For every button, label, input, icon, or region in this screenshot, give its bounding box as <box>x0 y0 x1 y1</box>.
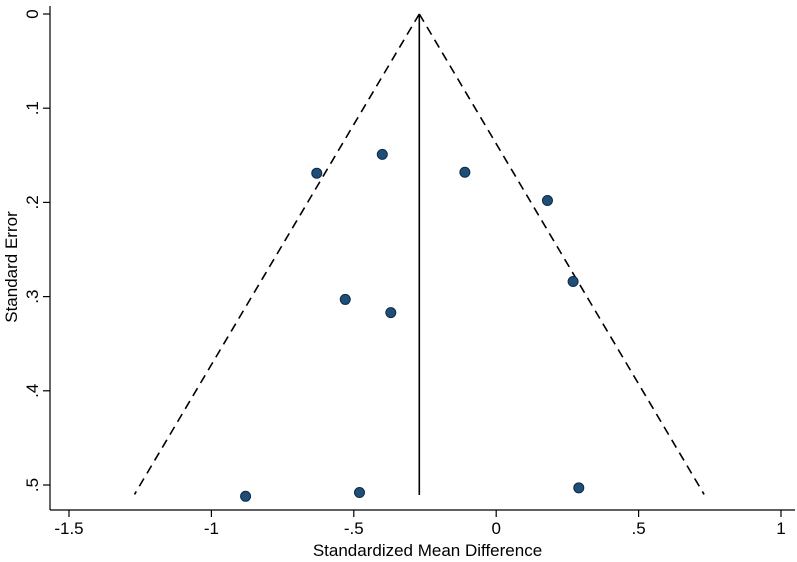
data-point <box>573 482 585 494</box>
funnel-limit-right <box>418 13 705 495</box>
y-tick-label: 0 <box>23 9 42 18</box>
x-tick-label: 0 <box>491 519 500 538</box>
y-tick-label: .1 <box>23 101 42 115</box>
y-tick-label: .4 <box>23 384 42 398</box>
funnel-limit-left <box>133 13 420 495</box>
x-tick-label: .5 <box>632 519 646 538</box>
data-point <box>353 487 365 499</box>
data-point <box>376 148 388 160</box>
funnel-limits <box>133 13 705 495</box>
x-tick-label: -1.5 <box>54 519 83 538</box>
data-point <box>385 307 397 319</box>
data-point <box>541 195 553 207</box>
y-axis-title: Standard Error <box>2 211 21 323</box>
data-point <box>339 293 351 305</box>
y-tick-label: .3 <box>23 290 42 304</box>
data-point <box>240 490 252 502</box>
data-point <box>311 167 323 179</box>
data-point <box>567 276 579 288</box>
x-tick-label: -.5 <box>344 519 364 538</box>
plot-axes <box>49 6 795 511</box>
x-tick-label: -1 <box>204 519 219 538</box>
x-tick-label: 1 <box>776 519 785 538</box>
data-point <box>459 166 471 178</box>
y-axis-ticks: 0 .1 .2 .3 .4 .5 <box>23 9 50 492</box>
data-points <box>240 148 585 502</box>
y-tick-label: .2 <box>23 195 42 209</box>
x-axis-title: Standardized Mean Difference <box>313 541 542 560</box>
x-axis-ticks: -1.5 -1 -.5 0 .5 1 <box>54 510 786 538</box>
y-tick-label: .5 <box>23 478 42 492</box>
